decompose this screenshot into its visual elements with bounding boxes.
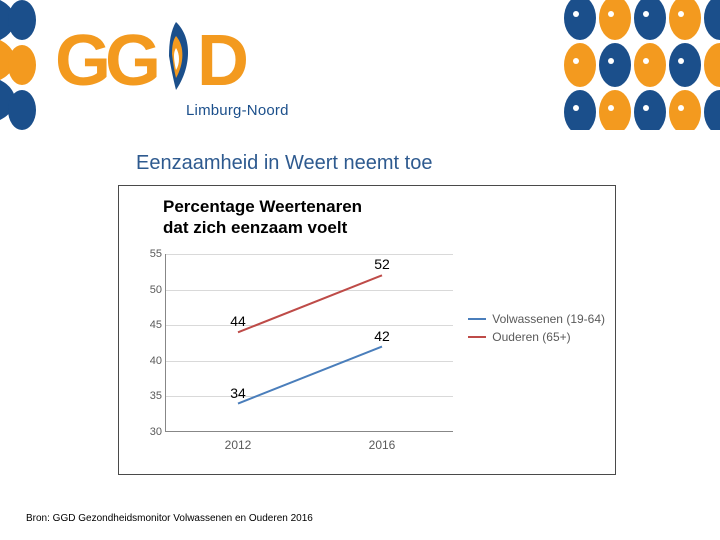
chart-title: Percentage Weertenaren dat zich eenzaam … xyxy=(163,196,362,239)
y-tick-label: 40 xyxy=(142,355,162,367)
decorative-pattern-left xyxy=(0,0,40,130)
header: G G D Limburg-Noord xyxy=(0,0,720,130)
chart-legend: Volwassenen (19-64) Ouderen (65+) xyxy=(468,308,605,348)
legend-item: Ouderen (65+) xyxy=(468,330,605,344)
legend-label: Volwassenen (19-64) xyxy=(492,312,605,326)
logo-letter-d: D xyxy=(197,29,243,94)
y-tick-label: 50 xyxy=(142,284,162,296)
legend-swatch xyxy=(468,336,486,338)
data-point-label: 42 xyxy=(374,327,390,343)
leaf-flame-icon xyxy=(153,18,199,94)
data-point-label: 34 xyxy=(230,384,246,400)
data-point-label: 44 xyxy=(230,313,246,329)
logo-letter-g2: G xyxy=(105,29,155,94)
chart-plot-area: 3035404550552012201634424452 xyxy=(165,254,453,432)
logo-letter-g1: G xyxy=(55,29,105,94)
page-title: Eenzaamheid in Weert neemt toe xyxy=(136,152,432,175)
decorative-pattern-right xyxy=(560,0,720,130)
chart-title-line1: Percentage Weertenaren dat zich eenzaam … xyxy=(163,197,362,237)
x-tick-label: 2016 xyxy=(369,438,396,452)
legend-item: Volwassenen (19-64) xyxy=(468,312,605,326)
series-line xyxy=(238,347,382,404)
legend-swatch xyxy=(468,318,486,320)
logo: G G D xyxy=(55,18,243,94)
logo-subtext: Limburg-Noord xyxy=(186,102,289,119)
legend-label: Ouderen (65+) xyxy=(492,330,570,344)
chart-container: Percentage Weertenaren dat zich eenzaam … xyxy=(118,185,616,475)
y-tick-label: 45 xyxy=(142,319,162,331)
x-tick-label: 2012 xyxy=(225,438,252,452)
chart-lines xyxy=(166,254,454,432)
data-point-label: 52 xyxy=(374,256,390,272)
y-tick-label: 55 xyxy=(142,248,162,260)
y-tick-label: 30 xyxy=(142,426,162,438)
series-line xyxy=(238,275,382,332)
y-tick-label: 35 xyxy=(142,390,162,402)
source-citation: Bron: GGD Gezondheidsmonitor Volwassenen… xyxy=(26,513,313,524)
